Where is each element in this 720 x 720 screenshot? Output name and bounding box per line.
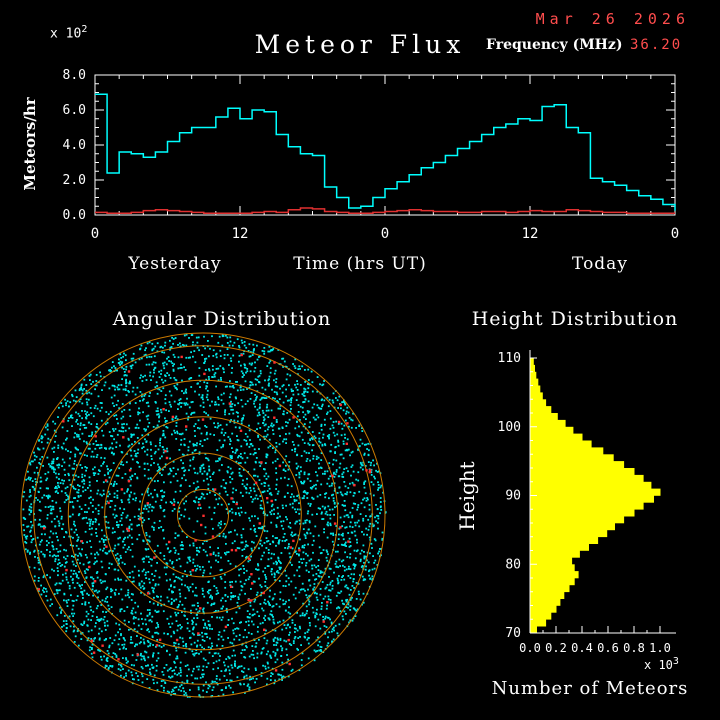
svg-text:100: 100 [498, 420, 521, 435]
flux-x-axis-label: Time (hrs UT) [293, 254, 427, 274]
svg-text:110: 110 [498, 351, 521, 366]
frequency-value: 36.20 [630, 37, 683, 53]
date-label: Mar 26 2026 [535, 10, 690, 28]
height-x-multiplier: x 103 [644, 656, 679, 672]
svg-text:70: 70 [505, 626, 521, 641]
svg-text:0.0: 0.0 [519, 641, 541, 655]
angular-distribution-title: Angular Distribution [112, 308, 332, 330]
svg-text:0.6: 0.6 [597, 641, 619, 655]
height-x-multiplier-exponent: 3 [672, 656, 679, 667]
flux-chart: 0.0 2.0 4.0 6.0 8.0 0 12 0 12 0 [63, 68, 680, 242]
height-x-multiplier-base: x 10 [644, 658, 673, 672]
height-distribution-title: Height Distribution [471, 308, 679, 330]
svg-text:4.0: 4.0 [63, 138, 86, 153]
page-title: Meteor Flux [254, 30, 466, 59]
svg-text:12: 12 [522, 226, 539, 242]
svg-text:8.0: 8.0 [63, 68, 86, 83]
svg-text:0: 0 [671, 226, 679, 242]
svg-text:90: 90 [505, 489, 521, 504]
frequency-label: Frequency (MHz) [486, 37, 623, 53]
flux-x-label-today: Today [572, 254, 628, 274]
svg-text:0.8: 0.8 [623, 641, 645, 655]
svg-text:12: 12 [232, 226, 249, 242]
flux-y-multiplier-base: x 10 [50, 26, 82, 42]
svg-text:80: 80 [505, 557, 521, 572]
flux-y-multiplier-exponent: 2 [81, 24, 88, 35]
angular-distribution-plot [20, 332, 387, 698]
svg-text:0.0: 0.0 [63, 208, 86, 223]
height-x-axis-label: Number of Meteors [491, 678, 689, 699]
svg-text:2.0: 2.0 [63, 173, 86, 188]
height-histogram: 70 80 90 100 110 0.0 0.2 0.4 0.6 0.8 1.0 [498, 350, 676, 655]
svg-text:0.4: 0.4 [571, 641, 593, 655]
svg-text:0.2: 0.2 [545, 641, 567, 655]
flux-x-label-yesterday: Yesterday [128, 254, 222, 274]
svg-text:0: 0 [91, 226, 99, 242]
svg-text:6.0: 6.0 [63, 103, 86, 118]
svg-text:1.0: 1.0 [649, 641, 671, 655]
flux-y-multiplier: x 102 [50, 24, 87, 41]
svg-text:0: 0 [381, 226, 389, 242]
